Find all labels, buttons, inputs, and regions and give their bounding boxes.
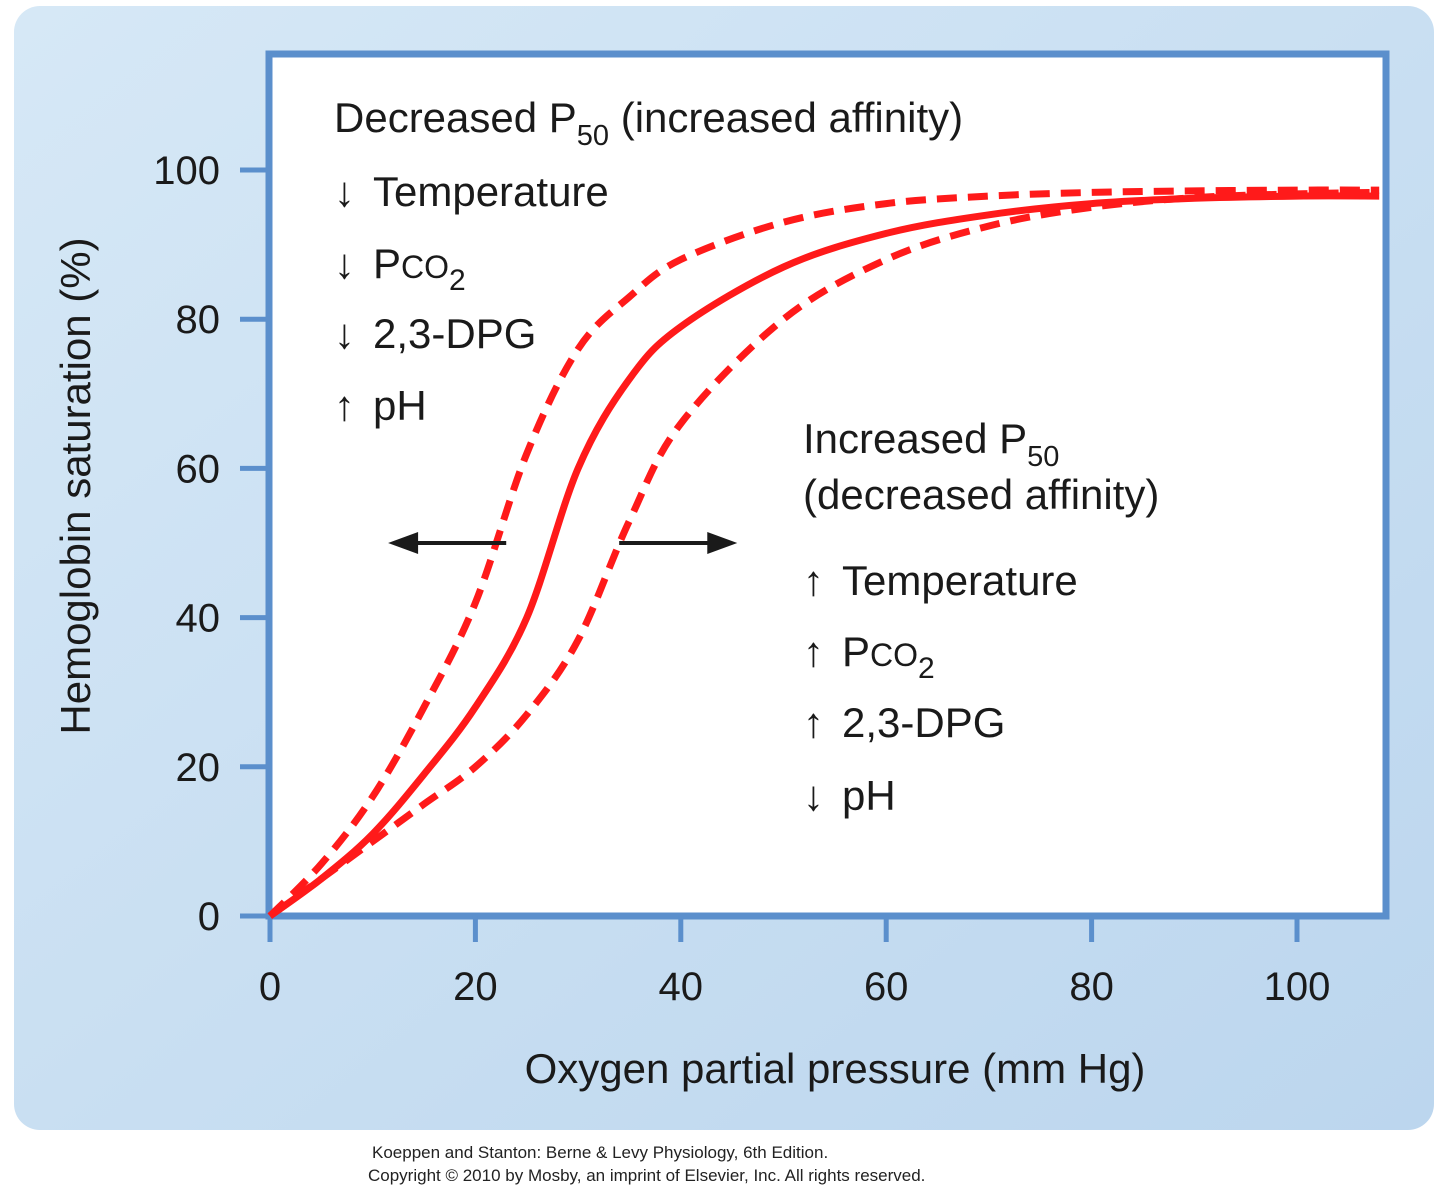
left-annotation-title: Decreased P50 (increased affinity) <box>334 94 963 152</box>
right-item-ph: ↓ pH <box>803 772 896 819</box>
x-tick-label: 20 <box>453 965 498 1009</box>
x-tick-label: 100 <box>1264 965 1331 1009</box>
arrows-layer <box>388 532 738 554</box>
y-tick-label: 40 <box>176 597 221 641</box>
right-shift-arrow <box>619 532 738 554</box>
x-tick-label: 80 <box>1069 965 1114 1009</box>
left-item-temperature: ↓ Temperature <box>334 168 609 215</box>
credit-line-2: Copyright © 2010 by Mosby, an imprint of… <box>368 1166 925 1185</box>
ticks-layer: 0 20 40 60 80 100 0 20 40 60 80 100 <box>153 149 1330 1009</box>
right-annotation-title-line2: (decreased affinity) <box>803 471 1159 518</box>
credit-line-1: Koeppen and Stanton: Berne & Levy Physio… <box>372 1143 828 1162</box>
left-item-dpg: ↓ 2,3-DPG <box>334 310 536 357</box>
y-axis-title: Hemoglobin saturation (%) <box>52 237 99 734</box>
right-item-temperature: ↑ Temperature <box>803 557 1078 604</box>
y-tick-label: 80 <box>176 298 221 342</box>
y-tick-label: 20 <box>176 746 221 790</box>
left-shift-arrow <box>388 532 507 554</box>
curves-layer <box>267 186 1380 919</box>
y-tick-label: 60 <box>176 447 221 491</box>
y-tick-label: 100 <box>153 149 220 193</box>
x-axis-title: Oxygen partial pressure (mm Hg) <box>525 1045 1146 1092</box>
left-annotation: Decreased P50 (increased affinity) ↓ Temp… <box>334 94 963 429</box>
x-tick-label: 60 <box>864 965 909 1009</box>
left-item-pco2: ↓ PCO2 <box>334 240 466 297</box>
x-tick-label: 40 <box>659 965 704 1009</box>
left-item-ph: ↑ pH <box>334 382 427 429</box>
right-annotation: Increased P50 (decreased affinity) ↑ Temp… <box>803 415 1159 819</box>
right-shifted-curve <box>267 188 1380 919</box>
y-tick-label: 0 <box>198 895 220 939</box>
x-tick-label: 0 <box>259 965 281 1009</box>
right-item-pco2: ↑ PCO2 <box>803 628 935 685</box>
left-shifted-curve <box>267 186 1380 919</box>
right-annotation-title: Increased P50 <box>803 415 1059 473</box>
right-item-dpg: ↑ 2,3-DPG <box>803 699 1005 746</box>
